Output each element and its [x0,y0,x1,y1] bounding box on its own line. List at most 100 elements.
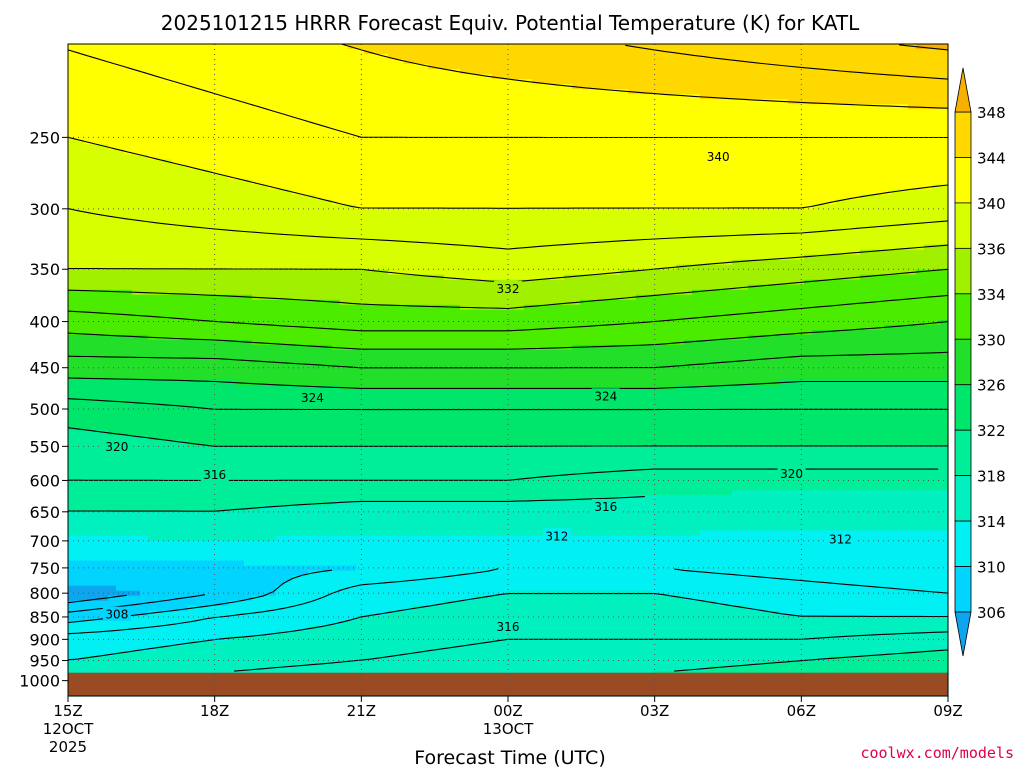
fill-cell [284,269,293,301]
fill-cell [628,535,637,592]
fill-cell [76,289,85,336]
fill-cell [124,380,133,436]
fill-cell [860,380,869,446]
fill-cell [68,139,77,271]
fill-cell [556,590,565,697]
fill-cell [924,380,933,446]
contour-labels: 340 332 324 324 320 316 320 316 312 312 308 316 [102,149,855,634]
fill-cell [636,535,645,592]
fill-cell [348,535,357,567]
fill-cell [340,390,349,446]
fill-cell [932,109,941,186]
fill-cell [124,44,133,155]
fill-cell [580,535,589,592]
fill-cell [276,630,285,697]
fill-cell [76,334,85,381]
contour-label-bg [102,606,131,621]
contour-label-bg [591,388,620,403]
fill-cell [868,194,877,251]
fill-cell [100,560,109,587]
fill-cell [284,44,293,191]
fill-cell [796,490,805,532]
fill-cell [732,339,741,386]
fill-cell [844,199,853,256]
fill-cell [860,104,869,196]
fill-cell [108,560,117,587]
fill-cell [476,349,485,391]
fill-cell [708,445,717,496]
fill-cell [588,535,597,592]
fill-cell [76,535,85,562]
fill-cell [116,535,125,562]
colorbar-bottom-arrow [954,611,972,657]
fill-cell [652,94,661,211]
fill-cell [428,390,437,446]
fill-cell [740,259,749,291]
colorbar-top-arrow [954,67,972,113]
fill-cell [676,44,685,95]
fill-cell [180,44,189,165]
fill-cell [556,445,565,501]
fill-cell [188,640,197,697]
fill-cell [572,445,581,501]
fill-cell [620,209,629,271]
fill-cell [788,44,797,105]
fill-cell [252,540,261,567]
fill-cell [740,445,749,491]
fill-cell [364,615,373,697]
fill-cell [284,580,293,632]
fill-cell [76,560,85,587]
fill-cell [772,490,781,532]
fill-cell [836,104,845,201]
fill-cell [604,390,613,446]
fill-cell [596,500,605,537]
fill-cell [740,530,749,607]
fill-cell [68,269,77,291]
fill-cell [244,540,253,567]
fill-cell [508,535,517,592]
fill-cell [356,445,365,501]
fill-cell [740,44,749,100]
fill-cell [676,495,685,537]
fill-cell [660,495,669,537]
fill-cell [628,495,637,537]
fill-cell [612,445,621,501]
fill-cell [932,44,941,50]
fill-cell [356,349,365,391]
fill-cell [196,445,205,512]
fill-cell [356,535,365,617]
fill-cell [212,380,221,446]
fill-cell [180,294,189,341]
fill-cell [108,269,117,291]
fill-cell [268,635,277,697]
contour-label: 312 [545,529,568,543]
fill-cell [316,385,325,446]
x-tick-label: 03Z [640,702,669,720]
fill-cell [564,349,573,391]
fill-cell [100,585,109,602]
fill-cell [652,269,661,296]
fill-cell [156,44,165,160]
fill-cell [572,590,581,697]
fill-cell [852,44,861,105]
fill-cell [508,500,517,537]
fill-cell [532,535,541,592]
fill-cell [388,274,397,306]
fill-cell [916,189,925,251]
fill-cell [580,500,589,537]
fill-cell [916,380,925,446]
fill-cell [836,615,845,657]
fill-cell [788,209,797,261]
fill-cell [164,159,173,271]
contour-line [67,377,948,389]
fill-cell [884,490,893,532]
credit-link[interactable]: coolwx.com/models [860,744,1014,762]
fill-cell [316,445,325,507]
fill-cell [436,605,445,697]
fill-cell [900,445,909,491]
fill-cell [292,385,301,446]
fill-cell [468,309,477,351]
fill-cell [412,304,421,351]
fill-cell [908,324,917,381]
fill-cell [460,500,469,537]
